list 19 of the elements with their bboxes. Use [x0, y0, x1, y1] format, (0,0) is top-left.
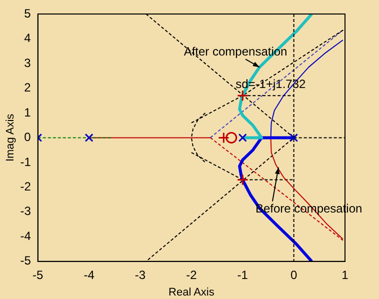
x-tick-label: -3 [134, 268, 146, 282]
y-axis-title: Imag Axis [4, 113, 17, 162]
y-tick-label: 1 [24, 105, 32, 120]
x-tick-label: -1 [237, 268, 248, 282]
y-tick-label: -1 [20, 154, 32, 169]
y-tick-label: 5 [24, 6, 32, 20]
y-tick-label: 4 [24, 31, 32, 46]
y-tick-label: 3 [24, 56, 32, 70]
y-tick-label: 2 [24, 80, 32, 95]
y-tick-label: -5 [20, 254, 32, 268]
y-tick-label: 0 [24, 130, 32, 144]
y-tick-label: -3 [20, 204, 32, 218]
x-tick-label: -4 [84, 268, 95, 282]
y-tick-label: -4 [20, 228, 32, 243]
x-axis-title: Real Axis [168, 286, 215, 298]
y-tick-label: -2 [20, 179, 32, 194]
x-tick-label: -2 [186, 268, 198, 282]
x-tick-label: 0 [290, 268, 298, 282]
x-tick-label: 1 [342, 268, 349, 282]
